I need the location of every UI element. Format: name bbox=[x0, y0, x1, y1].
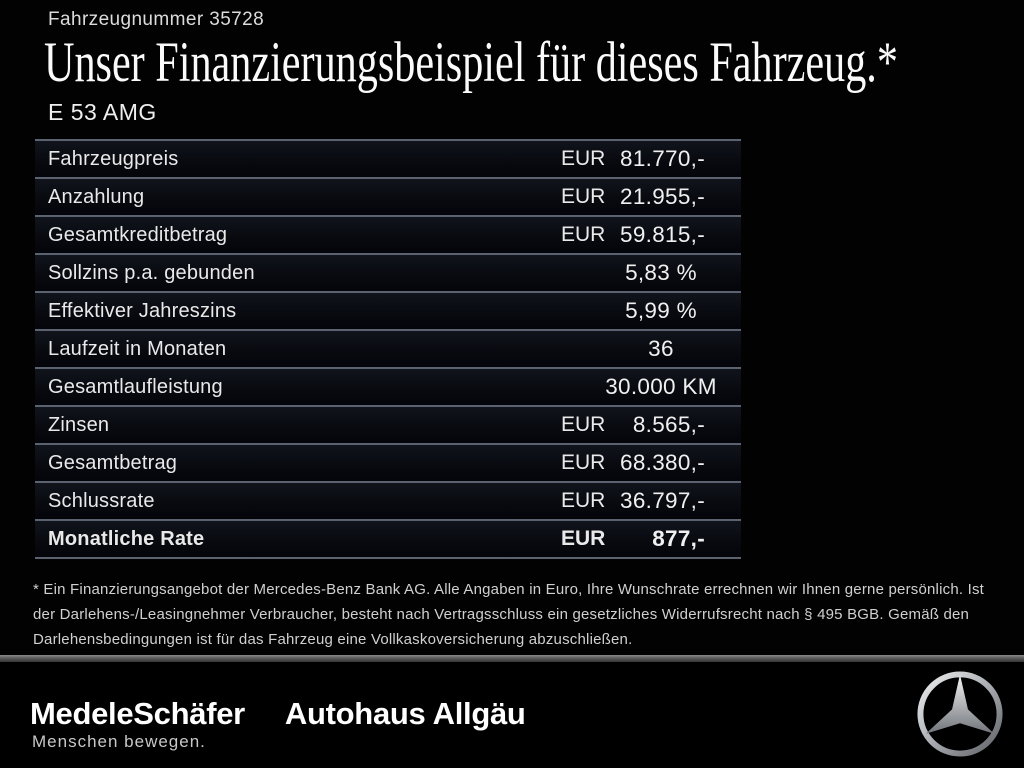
row-value-zone: 36 bbox=[555, 331, 741, 367]
row-value-zone: EUR 36.797,- bbox=[555, 483, 741, 519]
row-value: 21.955,- bbox=[620, 184, 705, 209]
row-label: Sollzins p.a. gebunden bbox=[48, 261, 255, 284]
footer-divider bbox=[0, 655, 1024, 662]
table-row: Sollzins p.a. gebunden 5,83 % bbox=[35, 253, 741, 291]
table-row: Laufzeit in Monaten 36 bbox=[35, 329, 741, 367]
row-label: Monatliche Rate bbox=[48, 527, 205, 550]
row-label: Gesamtbetrag bbox=[48, 451, 178, 474]
table-row: Monatliche Rate EUR 877,- bbox=[35, 519, 741, 557]
row-value-zone: EUR 877,- bbox=[555, 521, 741, 557]
row-label: Zinsen bbox=[48, 413, 110, 436]
page-title: Unser Finanzierungsbeispiel für dieses F… bbox=[44, 31, 898, 94]
table-row: Anzahlung EUR 21.955,- bbox=[35, 177, 741, 215]
vehicle-number: Fahrzeugnummer 35728 bbox=[48, 9, 265, 30]
row-value: 36 bbox=[648, 336, 674, 361]
table-row: Zinsen EUR 8.565,- bbox=[35, 405, 741, 443]
row-value-zone: 5,99 % bbox=[555, 293, 741, 329]
row-label: Laufzeit in Monaten bbox=[48, 337, 227, 360]
dealer-logos: MedeleSchäfer Autohaus Allgäu bbox=[30, 696, 526, 732]
row-value: 36.797,- bbox=[620, 488, 705, 513]
row-label: Effektiver Jahreszins bbox=[48, 299, 237, 322]
dealer-tagline: Menschen bewegen. bbox=[32, 732, 206, 751]
row-value: 68.380,- bbox=[620, 450, 705, 475]
table-row: Gesamtbetrag EUR 68.380,- bbox=[35, 443, 741, 481]
row-label: Fahrzeugpreis bbox=[48, 147, 179, 170]
row-label: Anzahlung bbox=[48, 185, 145, 208]
row-value: 877,- bbox=[652, 526, 705, 551]
row-label: Gesamtkreditbetrag bbox=[48, 223, 228, 246]
row-value-zone: EUR 21.955,- bbox=[555, 179, 741, 215]
row-currency: EUR bbox=[561, 223, 606, 246]
row-currency: EUR bbox=[561, 489, 606, 512]
row-currency: EUR bbox=[561, 527, 606, 550]
row-currency: EUR bbox=[561, 185, 606, 208]
row-value: 59.815,- bbox=[620, 222, 705, 247]
row-value: 8.565,- bbox=[632, 412, 705, 437]
row-currency: EUR bbox=[561, 413, 606, 436]
dealer-logo-primary: MedeleSchäfer bbox=[30, 696, 245, 731]
row-value-zone: EUR 68.380,- bbox=[555, 445, 741, 481]
footer: MedeleSchäfer Autohaus Allgäu Menschen b… bbox=[0, 662, 1024, 768]
mercedes-star-icon bbox=[917, 671, 1003, 757]
row-currency: EUR bbox=[561, 147, 606, 170]
row-label: Schlussrate bbox=[48, 489, 155, 512]
row-label: Gesamtlaufleistung bbox=[48, 375, 223, 398]
row-value-zone: EUR 59.815,- bbox=[555, 217, 741, 253]
table-row: Fahrzeugpreis EUR 81.770,- bbox=[35, 139, 741, 177]
row-value: 5,99 % bbox=[625, 298, 697, 323]
dealer-logo-secondary: Autohaus Allgäu bbox=[284, 696, 526, 731]
table-row: Effektiver Jahreszins 5,99 % bbox=[35, 291, 741, 329]
model-name: E 53 AMG bbox=[48, 99, 157, 125]
table-row: Gesamtkreditbetrag EUR 59.815,- bbox=[35, 215, 741, 253]
footnote-text: * Ein Finanzierungsangebot der Mercedes-… bbox=[33, 581, 985, 648]
table-row: Schlussrate EUR 36.797,- bbox=[35, 481, 741, 519]
row-value: 5,83 % bbox=[625, 260, 697, 285]
table-row: Gesamtlaufleistung 30.000 KM bbox=[35, 367, 741, 405]
row-value-zone: EUR 8.565,- bbox=[555, 407, 741, 443]
row-value-zone: EUR 81.770,- bbox=[555, 141, 741, 177]
row-currency: EUR bbox=[561, 451, 606, 474]
row-value: 30.000 KM bbox=[605, 374, 717, 399]
row-value-zone: 5,83 % bbox=[555, 255, 741, 291]
row-value-zone: 30.000 KM bbox=[555, 369, 741, 405]
row-value: 81.770,- bbox=[620, 146, 705, 171]
finance-table: Fahrzeugpreis EUR 81.770,- Anzahlung EUR 21.9… bbox=[35, 139, 741, 559]
